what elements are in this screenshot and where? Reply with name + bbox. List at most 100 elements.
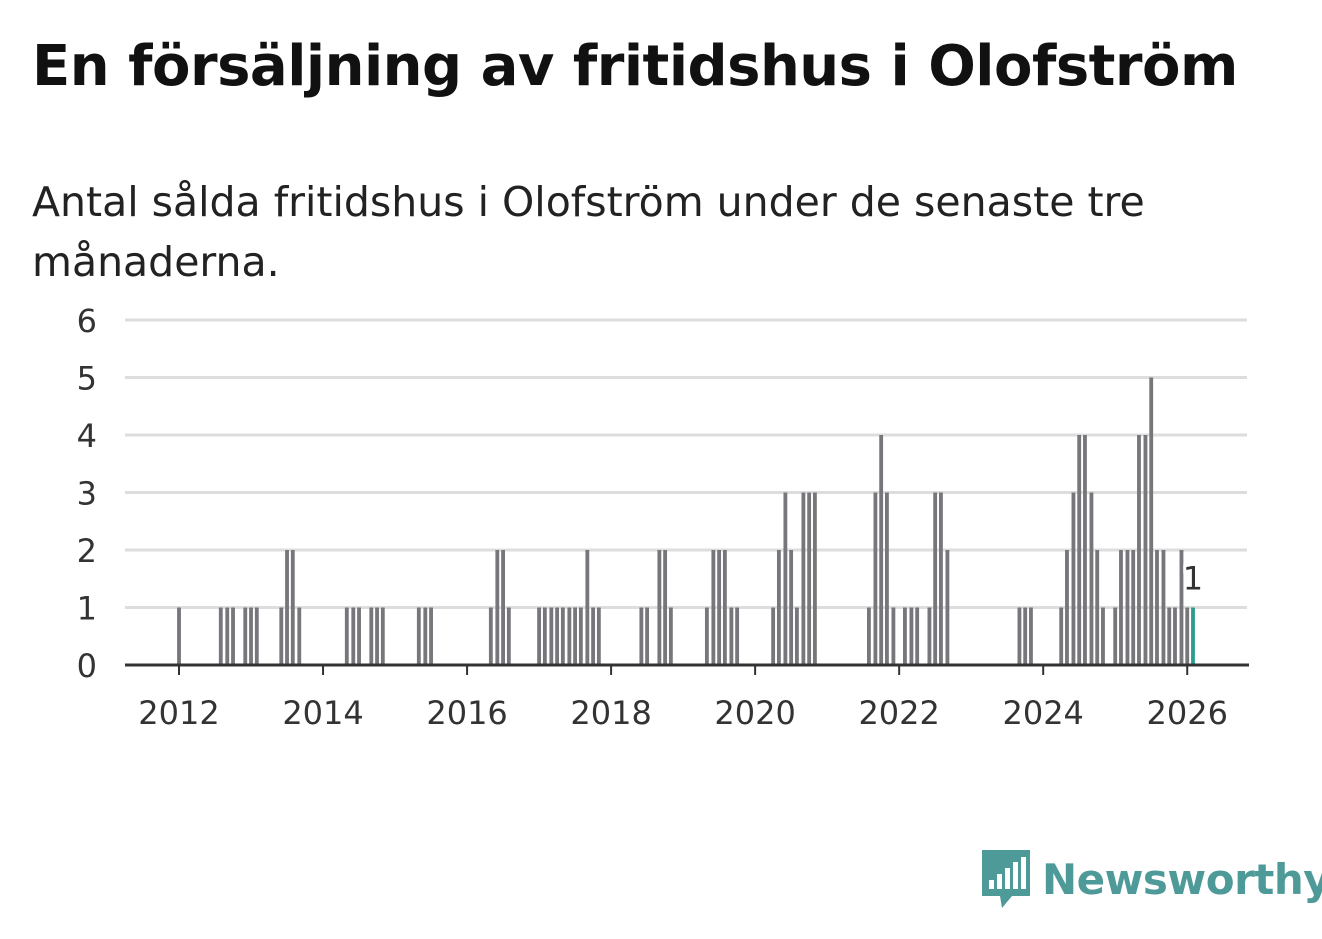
bar [1059, 607, 1064, 665]
bar [801, 492, 806, 665]
bar [735, 607, 740, 665]
bar [1023, 607, 1028, 665]
bar [873, 492, 878, 665]
x-tick-label: 2014 [282, 694, 363, 732]
bar [645, 607, 650, 665]
bar [891, 607, 896, 665]
brand-name: Newsworthy [1042, 854, 1322, 904]
bar [495, 550, 500, 665]
bar [1125, 550, 1130, 665]
x-tick-label: 2016 [426, 694, 507, 732]
bar [1179, 550, 1184, 665]
y-tick-label: 1 [77, 590, 97, 628]
bar [488, 607, 493, 665]
bar [542, 607, 547, 665]
bar [225, 607, 230, 665]
bar [249, 607, 253, 665]
bar-series [177, 377, 1195, 665]
bar [1095, 550, 1100, 665]
bar [380, 607, 385, 665]
bar [717, 550, 722, 665]
bar [375, 607, 379, 665]
bar [555, 607, 560, 665]
bar [879, 435, 884, 665]
bar [596, 607, 601, 665]
y-tick-label: 3 [77, 475, 97, 513]
bar [776, 550, 781, 665]
highlighted-bar [1191, 607, 1195, 665]
bar [1131, 550, 1136, 665]
bar [1173, 607, 1177, 665]
bar [1143, 435, 1148, 665]
bar [1077, 435, 1082, 665]
x-tick-label: 2024 [1002, 694, 1083, 732]
y-tick-label: 4 [77, 417, 97, 455]
bar [1071, 492, 1076, 665]
bar [357, 607, 361, 665]
bar [867, 607, 871, 665]
bar [285, 550, 289, 665]
bar [279, 607, 284, 665]
bar [290, 550, 295, 665]
bar [639, 607, 644, 665]
bar [704, 607, 709, 665]
bar [657, 550, 662, 665]
bar [1167, 607, 1172, 665]
bar [243, 607, 248, 665]
newsworthy-logo: Newsworthy [980, 848, 1322, 910]
bar [663, 550, 668, 665]
bar [585, 550, 590, 665]
y-axis-ticks: 0 1 2 3 4 5 6 [77, 302, 97, 685]
bar [885, 492, 889, 665]
bar [1089, 492, 1094, 665]
bar [429, 607, 433, 665]
bar [729, 607, 734, 665]
bar-chart-speech-bubble-icon [982, 850, 1030, 908]
bar [939, 492, 943, 665]
bar [506, 607, 511, 665]
bar [344, 607, 349, 665]
bar [177, 607, 181, 665]
bar [231, 607, 235, 665]
bar [722, 550, 727, 665]
x-axis-ticks: 2012 2014 2016 2018 2020 2022 2024 2026 [138, 665, 1228, 732]
x-tick-label: 2026 [1147, 694, 1228, 732]
bar [254, 607, 259, 665]
y-tick-label: 6 [77, 302, 97, 340]
y-tick-label: 2 [77, 532, 97, 570]
bar [573, 607, 578, 665]
bar [783, 492, 788, 665]
bar [549, 607, 554, 665]
bar [1185, 607, 1190, 665]
x-tick-label: 2020 [714, 694, 795, 732]
bar [812, 492, 817, 665]
bar [1119, 550, 1123, 665]
bar [218, 607, 223, 665]
bar [423, 607, 428, 665]
bar [1065, 550, 1069, 665]
bar [1029, 607, 1033, 665]
bar [927, 607, 932, 665]
bar [369, 607, 374, 665]
annotations: 1 [1180, 557, 1206, 601]
bar [915, 607, 920, 665]
bar [501, 550, 505, 665]
bar [668, 607, 673, 665]
bar [591, 607, 596, 665]
bar [945, 550, 950, 665]
bar [1149, 377, 1154, 665]
bar [1113, 607, 1118, 665]
x-tick-label: 2012 [138, 694, 219, 732]
bar [807, 492, 812, 665]
chart-subtitle: Antal sålda fritidshus i Olofström under… [32, 178, 1145, 286]
y-tick-label: 5 [77, 360, 97, 398]
bar [560, 607, 565, 665]
x-tick-label: 2018 [570, 694, 651, 732]
bar [903, 607, 907, 665]
bar [1083, 435, 1087, 665]
bar [794, 607, 799, 665]
y-tick-label: 0 [77, 647, 97, 685]
bar [351, 607, 356, 665]
bar [578, 607, 583, 665]
bar [567, 607, 572, 665]
